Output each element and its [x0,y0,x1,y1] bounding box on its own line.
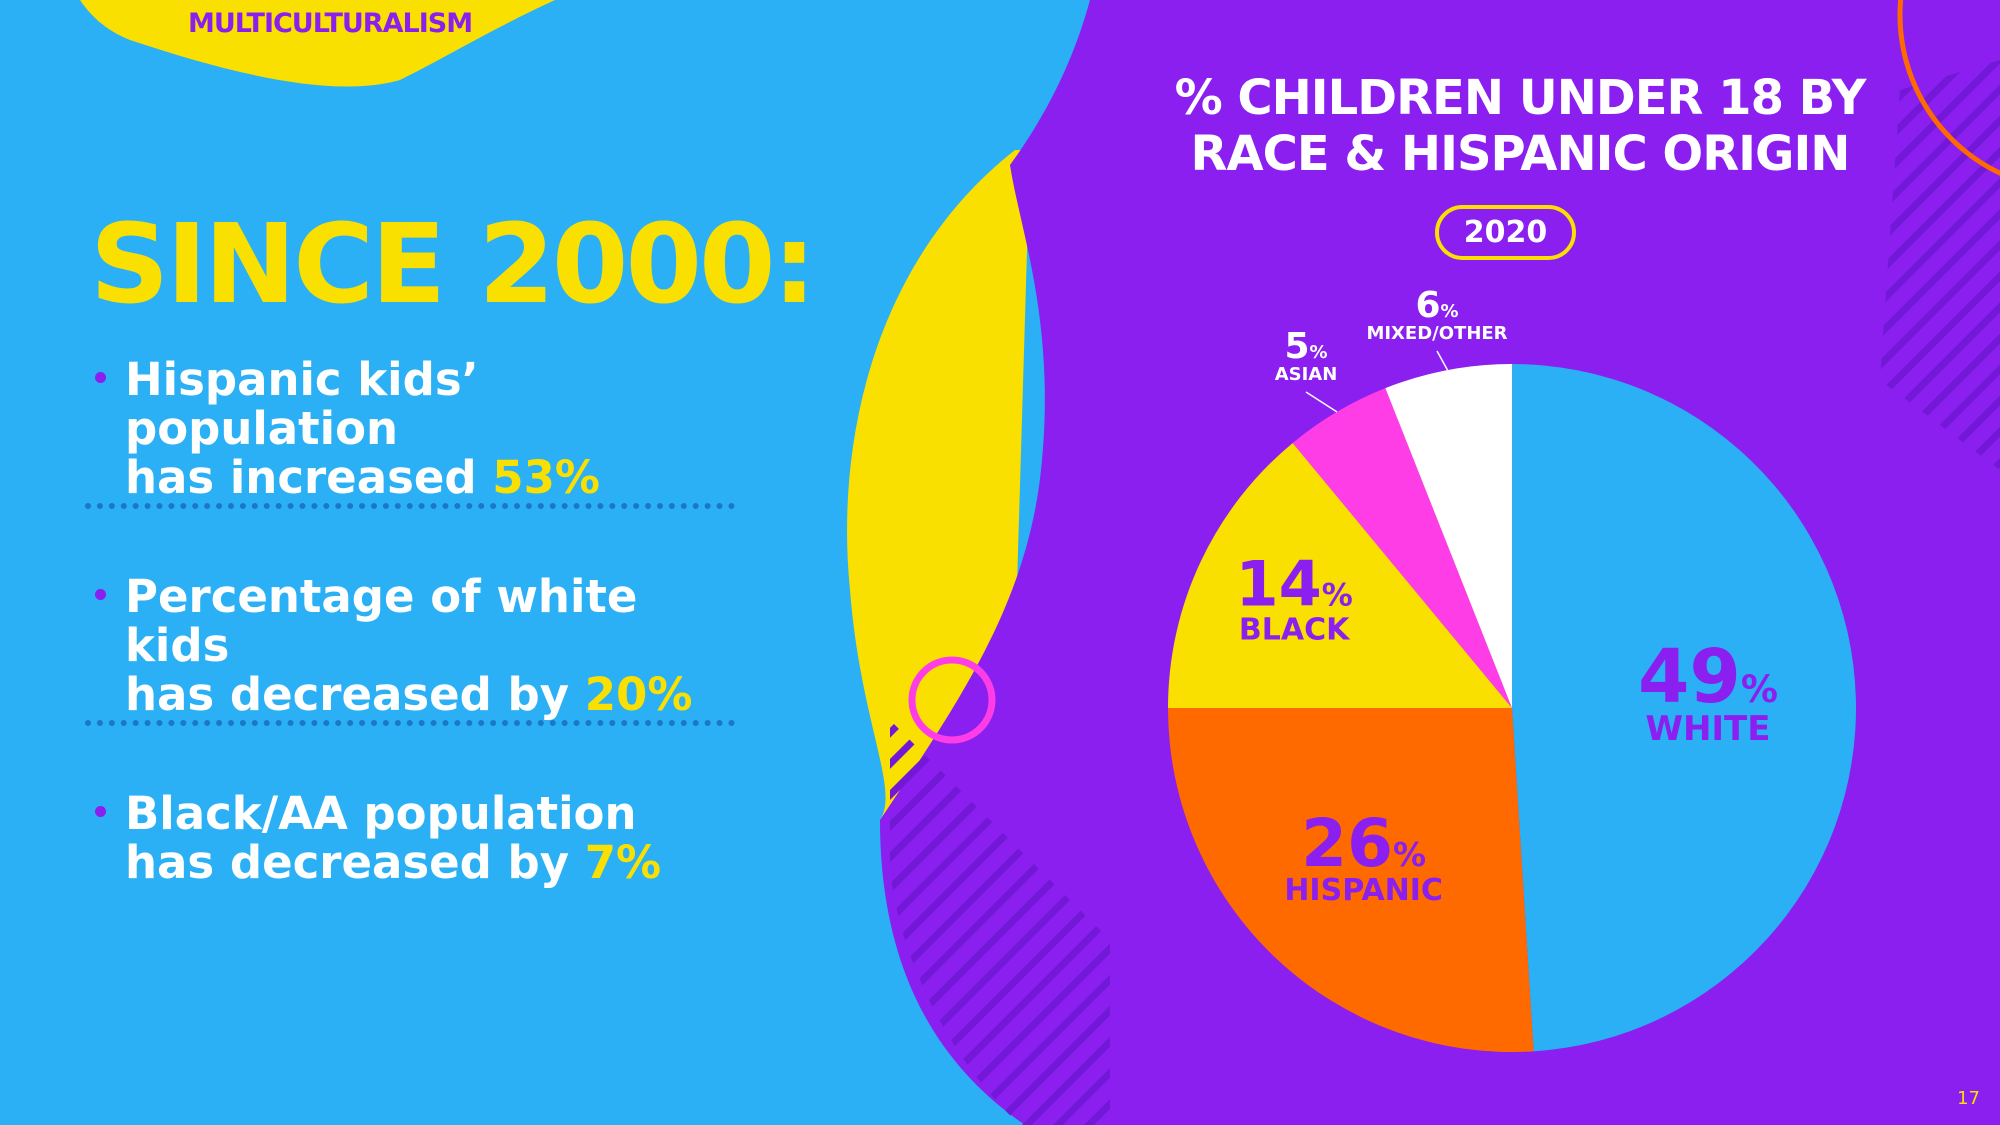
bullet-line2: has decreased by 20% [125,670,745,719]
pie-slice-hispanic [1168,708,1534,1052]
data-label-value-black: 14% [1235,547,1352,620]
leader-line-asian [1305,391,1338,413]
bullet-item: Black/AA population has decreased by 7% [95,789,745,887]
bullet-line2-text: has decreased by [125,836,585,889]
chart-title: % CHILDREN UNDER 18 BY RACE & HISPANIC O… [1110,70,1930,182]
bullet-line1: Hispanic kids’ population [125,353,479,455]
chart-title-line1: % CHILDREN UNDER 18 BY [1174,70,1867,126]
data-label-number: 49 [1638,634,1741,720]
bullet-line2-text: has decreased by [125,668,585,721]
stripe-decoration-left [890,720,1110,1125]
data-label-value-white: 49% [1638,634,1778,720]
bullet-item: Hispanic kids’ population has increased … [95,353,745,502]
data-label-number: 26 [1301,805,1393,882]
bullet-line1: Percentage of white kids [125,570,638,672]
page-number: 17 [1957,1088,1980,1109]
pie-slice-black [1168,442,1512,708]
year-badge: 2020 [1435,205,1576,260]
data-label-percent: % [1393,835,1426,874]
data-label-value-mixed-other: 6% [1415,285,1458,326]
pink-ring-decoration [908,656,996,744]
data-label-category-hispanic: HISPANIC [1284,873,1443,908]
data-label-value-hispanic: 26% [1301,805,1426,882]
data-label-percent: % [1741,668,1778,711]
data-label-percent: % [1310,342,1328,363]
chart-title-line2: RACE & HISPANIC ORIGIN [1190,126,1851,182]
data-label-number: 14 [1235,547,1321,620]
headline: SINCE 2000: [90,200,817,328]
data-label-number: 6 [1415,285,1440,326]
leader-line-mixed-other [1436,350,1449,371]
bullet-line2-text: has increased [125,451,493,504]
bullet-list: Hispanic kids’ population has increased … [85,353,745,887]
bullet-line2: has increased 53% [125,453,745,502]
yellow-tab-shape [80,0,555,87]
bullet-highlight: 53% [492,451,600,504]
data-label-category-white: WHITE [1645,709,1770,749]
bullet-item: Percentage of white kids has decreased b… [95,570,745,719]
dotted-divider [85,503,735,509]
data-label-category-mixed-other: MIXED/OTHER [1366,323,1507,344]
data-label-percent: % [1322,577,1353,613]
stripe-decoration-right [1880,60,2000,470]
dotted-divider [85,720,735,726]
bullet-dot [95,372,106,383]
data-label-percent: % [1441,301,1459,322]
bullet-highlight: 7% [584,836,662,889]
bullet-line1: Black/AA population [125,787,637,840]
bullet-highlight: 20% [584,668,693,721]
data-label-value-asian: 5% [1284,326,1327,367]
data-label-category-black: BLACK [1239,612,1351,647]
bullet-dot [95,589,106,600]
orange-ring-decoration [1897,0,2000,176]
bullet-line2: has decreased by 7% [125,838,745,887]
bullet-dot [95,806,106,817]
pie-slice-white [1512,364,1856,1052]
data-label-category-asian: ASIAN [1275,364,1338,385]
pie-slice-asian [1292,388,1512,708]
data-label-number: 5 [1284,326,1309,367]
pie-slice-mixed-other [1385,364,1512,708]
section-tag: MULTICULTURALISM [188,8,473,39]
